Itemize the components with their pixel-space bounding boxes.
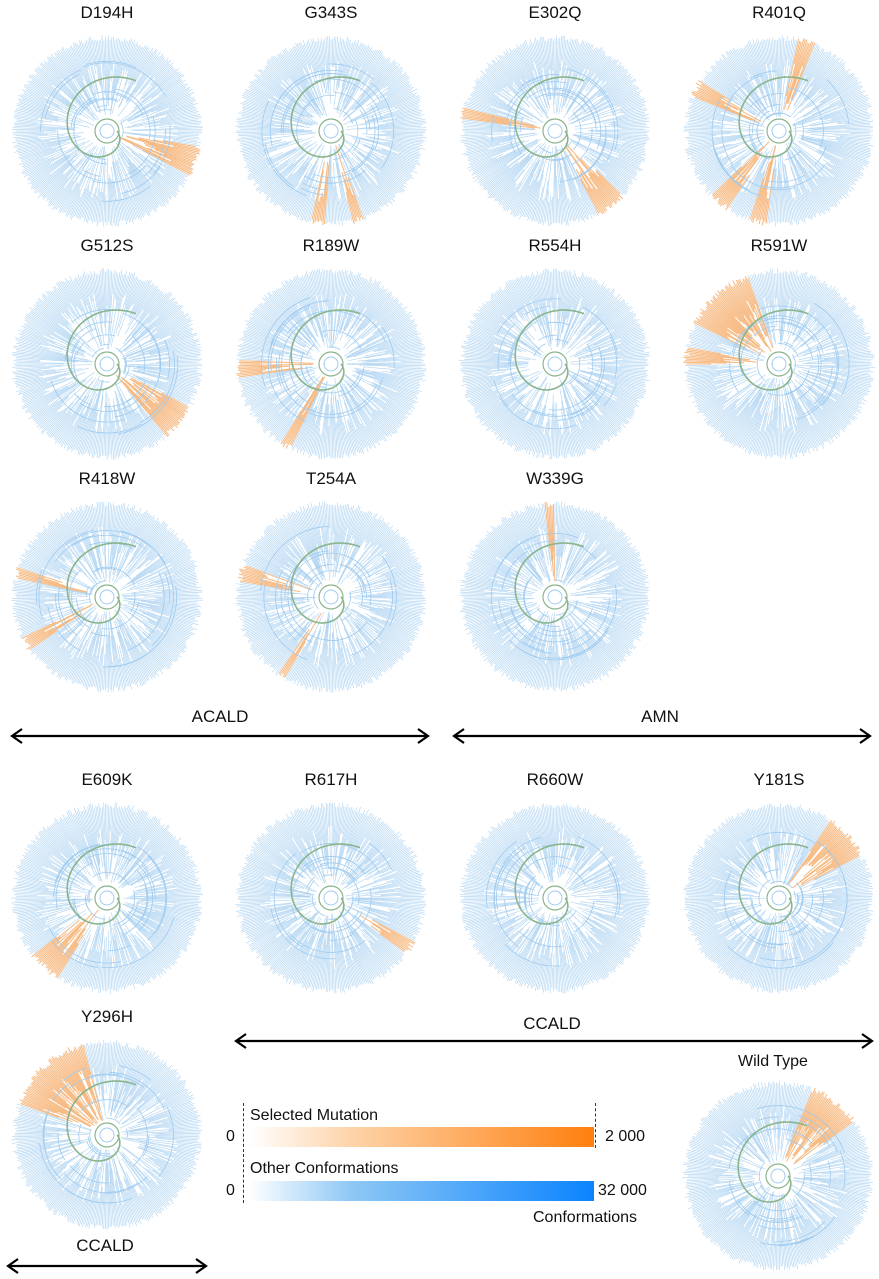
phylogenetic-tree xyxy=(683,268,875,460)
phylogenetic-tree xyxy=(459,501,650,692)
phylogenetic-tree xyxy=(235,36,427,226)
phylogenetic-tree xyxy=(235,802,427,994)
group-arrow-amn xyxy=(452,726,872,746)
panel-title: R401Q xyxy=(752,3,806,22)
selected-mutation-label: Selected Mutation xyxy=(250,1107,379,1124)
panel-title: R554H xyxy=(528,236,582,255)
panel-title: R660W xyxy=(526,770,584,789)
panel-title: R418W xyxy=(78,469,136,488)
panel-title: E302Q xyxy=(528,3,582,22)
conformations-unit-label: Conformations xyxy=(533,1209,638,1226)
panel-title: Y181S xyxy=(753,770,805,789)
group-label-amn: AMN xyxy=(641,707,679,726)
phylogenetic-tree xyxy=(11,1040,202,1230)
other-min-label: 0 xyxy=(226,1182,235,1199)
panel-title: R189W xyxy=(302,236,360,255)
panel-title: G512S xyxy=(80,236,134,255)
panel-title: R617H xyxy=(304,770,358,789)
group-label-ccald-left: CCALD xyxy=(76,1236,134,1255)
phylogenetic-tree xyxy=(459,268,650,460)
group-label-acald: ACALD xyxy=(191,707,249,726)
selected-mutation-bar xyxy=(249,1127,594,1147)
phylogenetic-tree xyxy=(11,35,203,227)
other-conformations-label: Other Conformations xyxy=(250,1160,399,1177)
selected-min-label: 0 xyxy=(226,1128,235,1145)
phylogenetic-tree xyxy=(682,1081,874,1271)
other-conformations-bar xyxy=(249,1181,594,1201)
panel-title: T254A xyxy=(305,469,357,488)
panel-title: G343S xyxy=(304,3,358,22)
other-max-label: 32 000 xyxy=(598,1182,647,1199)
phylogenetic-tree xyxy=(11,268,203,460)
legend-dash-left xyxy=(243,1103,244,1203)
panel-title: D194H xyxy=(80,3,134,22)
selected-max-label: 2 000 xyxy=(605,1128,646,1145)
phylogenetic-tree xyxy=(459,803,651,994)
group-arrow-ccald-main xyxy=(234,1031,874,1051)
phylogenetic-tree xyxy=(459,35,650,226)
panel-title: Y296H xyxy=(81,1007,133,1026)
phylogenetic-tree xyxy=(11,802,203,994)
panel-title: R591W xyxy=(750,236,808,255)
group-arrow-ccald-left xyxy=(6,1256,208,1276)
wild-type-title: Wild Type xyxy=(738,1053,808,1070)
panel-title: W339G xyxy=(526,469,584,488)
phylogenetic-tree xyxy=(683,803,874,994)
group-label-ccald-main: CCALD xyxy=(523,1014,581,1033)
phylogenetic-tree xyxy=(683,35,874,227)
phylogenetic-tree xyxy=(11,501,203,693)
group-arrow-acald xyxy=(10,726,430,746)
phylogenetic-tree xyxy=(235,501,427,693)
legend-dash-right xyxy=(595,1103,596,1148)
panel-title: E609K xyxy=(81,770,133,789)
phylogenetic-tree xyxy=(235,268,427,460)
